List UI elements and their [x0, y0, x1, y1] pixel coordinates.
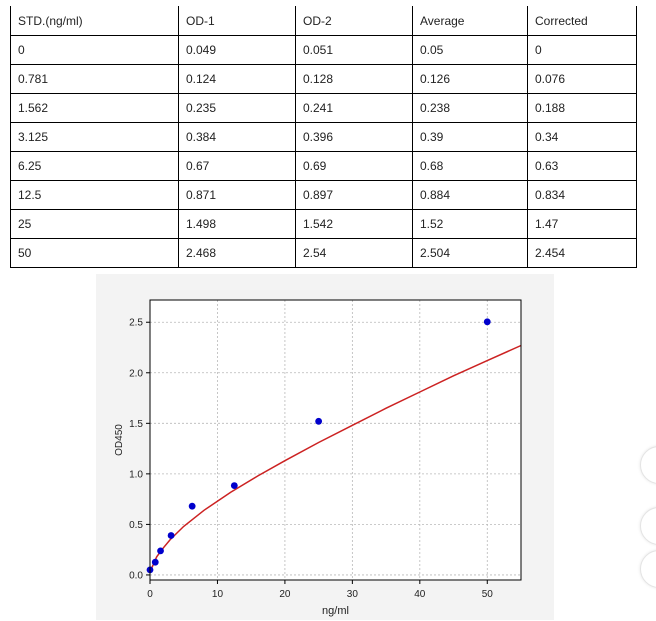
cell-corrected: 2.454 — [527, 238, 637, 268]
cell-od1: 2.468 — [178, 238, 296, 268]
side-circle-button[interactable] — [640, 550, 656, 588]
table-row: 1.562 0.235 0.241 0.238 0.188 — [10, 93, 637, 123]
table-row: 0 0.049 0.051 0.05 0 — [10, 35, 637, 65]
cell-od1: 0.871 — [178, 180, 296, 210]
header-average: Average — [412, 6, 528, 36]
side-circle-button[interactable] — [640, 446, 656, 484]
header-corrected: Corrected — [527, 6, 637, 36]
cell-corrected: 0.188 — [527, 93, 637, 123]
cell-average: 1.52 — [412, 209, 528, 239]
table-row: 25 1.498 1.542 1.52 1.47 — [10, 209, 637, 239]
table-row: 0.781 0.124 0.128 0.126 0.076 — [10, 64, 637, 94]
y-axis-label: OD450 — [114, 424, 125, 456]
cell-std: 0 — [10, 35, 179, 65]
cell-od2: 1.542 — [295, 209, 413, 239]
cell-std: 3.125 — [10, 122, 179, 152]
table-row: 3.125 0.384 0.396 0.39 0.34 — [10, 122, 637, 152]
cell-od2: 0.128 — [295, 64, 413, 94]
cell-average: 0.39 — [412, 122, 528, 152]
cell-std: 6.25 — [10, 151, 179, 181]
header-od1: OD-1 — [178, 6, 296, 36]
y-tick-label: 0.5 — [129, 520, 143, 531]
cell-std: 0.781 — [10, 64, 179, 94]
table-row: 6.25 0.67 0.69 0.68 0.63 — [10, 151, 637, 181]
table-row: 12.5 0.871 0.897 0.884 0.834 — [10, 180, 637, 210]
cell-corrected: 0.34 — [527, 122, 637, 152]
data-point — [230, 482, 238, 489]
cell-corrected: 1.47 — [527, 209, 637, 239]
y-tick-label: 1.5 — [129, 419, 143, 430]
x-tick-label: 10 — [212, 589, 224, 600]
cell-od1: 0.67 — [178, 151, 296, 181]
y-tick-label: 0.0 — [129, 570, 143, 581]
plot-frame — [149, 299, 522, 581]
cell-std: 12.5 — [10, 180, 179, 210]
cell-std: 50 — [10, 238, 179, 268]
side-circle-button[interactable] — [640, 507, 656, 545]
data-point — [188, 502, 196, 510]
cell-od1: 1.498 — [178, 209, 296, 239]
header-od2: OD-2 — [295, 6, 413, 36]
cell-average: 0.238 — [412, 93, 528, 123]
data-point — [483, 318, 491, 326]
x-tick-label: 20 — [279, 589, 291, 600]
data-point — [315, 417, 323, 425]
standard-curve-table: STD.(ng/ml) OD-1 OD-2 Average Corrected … — [10, 6, 637, 268]
cell-average: 2.504 — [412, 238, 528, 268]
y-tick-label: 2.0 — [129, 368, 143, 379]
standard-curve-chart: 0 10 20 30 40 50 0.0 0.5 1.0 1.5 2.0 2.5 ng/ml OD450 — [96, 274, 554, 620]
cell-od2: 0.241 — [295, 93, 413, 123]
x-axis-label: ng/ml — [322, 605, 349, 617]
cell-corrected: 0.63 — [527, 151, 637, 181]
plot-area — [150, 300, 521, 580]
cell-od2: 2.54 — [295, 238, 413, 268]
cell-std: 25 — [10, 209, 179, 239]
y-tick-label: 2.5 — [129, 318, 143, 329]
cell-average: 0.68 — [412, 151, 528, 181]
table-row: 50 2.468 2.54 2.504 2.454 — [10, 238, 637, 268]
cell-od1: 0.235 — [178, 93, 296, 123]
cell-average: 0.126 — [412, 64, 528, 94]
x-tick-label: 30 — [347, 589, 359, 600]
header-std: STD.(ng/ml) — [10, 6, 179, 36]
table-header-row: STD.(ng/ml) OD-1 OD-2 Average Corrected — [10, 6, 637, 36]
cell-od2: 0.051 — [295, 35, 413, 65]
cell-od2: 0.396 — [295, 122, 413, 152]
data-point — [167, 532, 175, 539]
cell-corrected: 0 — [527, 35, 637, 65]
cell-od2: 0.897 — [295, 180, 413, 210]
x-tick-label: 0 — [147, 589, 153, 600]
cell-od1: 0.049 — [178, 35, 296, 65]
cell-od1: 0.124 — [178, 64, 296, 94]
data-point — [151, 558, 159, 566]
x-tick-label: 50 — [482, 589, 494, 600]
cell-average: 0.884 — [412, 180, 528, 210]
cell-corrected: 0.834 — [527, 180, 637, 210]
cell-od2: 0.69 — [295, 151, 413, 181]
cell-std: 1.562 — [10, 93, 179, 123]
data-point — [157, 547, 164, 555]
cell-average: 0.05 — [412, 35, 528, 65]
cell-od1: 0.384 — [178, 122, 296, 152]
y-tick-label: 1.0 — [129, 469, 143, 480]
fit-curve-line — [149, 344, 522, 573]
cell-corrected: 0.076 — [527, 64, 637, 94]
chart-svg: 0 10 20 30 40 50 0.0 0.5 1.0 1.5 2.0 2.5 ng/ml OD450 — [114, 299, 522, 617]
x-tick-label: 40 — [414, 589, 426, 600]
